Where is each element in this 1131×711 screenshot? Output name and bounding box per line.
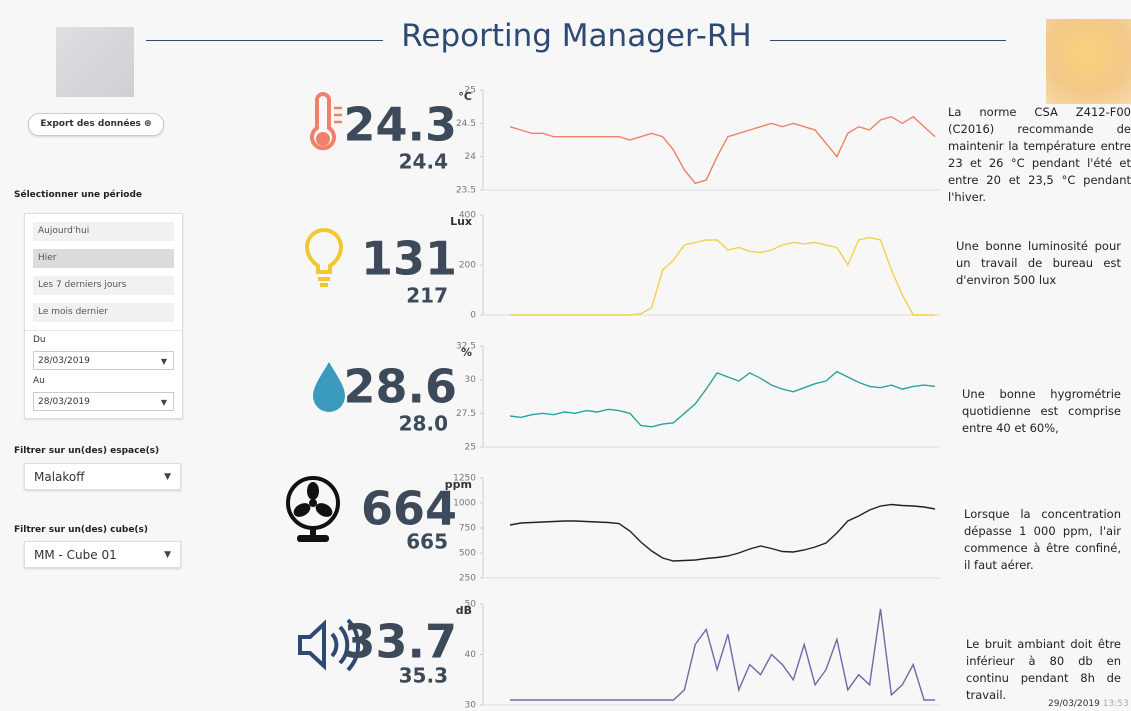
average-value: 35.3 [399, 664, 448, 688]
average-value: 665 [406, 530, 448, 554]
drop-icon [313, 362, 345, 412]
metric-description: Le bruit ambiant doit être inférieur à 8… [966, 636, 1121, 704]
metric-description: Une bonne hygrométrie quotidienne est co… [962, 386, 1121, 437]
y-tick-label: 0 [470, 311, 476, 321]
fan-icon [288, 478, 338, 542]
metric-description: Lorsque la concentration dépasse 1 000 p… [964, 506, 1121, 574]
metric-description: La norme CSA Z412-F00 (C2016) recommande… [948, 104, 1131, 206]
dashboard: {"header": {"title": "Reporting Manager-… [0, 0, 1131, 711]
data-line [510, 117, 935, 184]
average-value: 217 [406, 284, 448, 308]
data-line [510, 505, 935, 562]
unit-label: Lux [450, 215, 472, 228]
y-tick-label: 40 [465, 650, 477, 660]
thermometer-icon [312, 94, 342, 148]
y-tick-label: 500 [459, 549, 476, 559]
data-line [510, 238, 935, 316]
y-tick-label: 24 [465, 152, 477, 162]
current-value: 664 [361, 482, 457, 536]
y-tick-label: 24.5 [456, 119, 476, 129]
current-value: 33.7 [344, 615, 458, 669]
y-tick-label: 30 [465, 701, 477, 711]
y-tick-label: 25 [465, 443, 476, 453]
footer-date: 29/03/2019 [1048, 699, 1100, 709]
unit-label: dB [456, 604, 472, 617]
footer: 29/03/2019 13:53 [1048, 699, 1129, 709]
current-value: 28.6 [344, 360, 458, 414]
data-line [510, 372, 935, 427]
unit-label: % [461, 346, 472, 359]
y-tick-label: 23.5 [456, 186, 476, 196]
current-value: 131 [361, 232, 457, 286]
average-value: 24.4 [399, 150, 448, 174]
y-tick-label: 750 [459, 524, 476, 534]
y-tick-label: 200 [459, 261, 476, 271]
y-tick-label: 30 [465, 375, 477, 385]
current-value: 24.3 [344, 98, 458, 152]
footer-time: 13:53 [1103, 699, 1129, 709]
y-tick-label: 250 [459, 574, 476, 584]
average-value: 28.0 [399, 412, 448, 436]
bulb-icon [307, 230, 341, 285]
unit-label: °C [458, 90, 472, 103]
data-line [510, 609, 935, 700]
y-tick-label: 27.5 [456, 409, 476, 419]
metric-description: Une bonne luminosité pour un travail de … [956, 238, 1121, 289]
